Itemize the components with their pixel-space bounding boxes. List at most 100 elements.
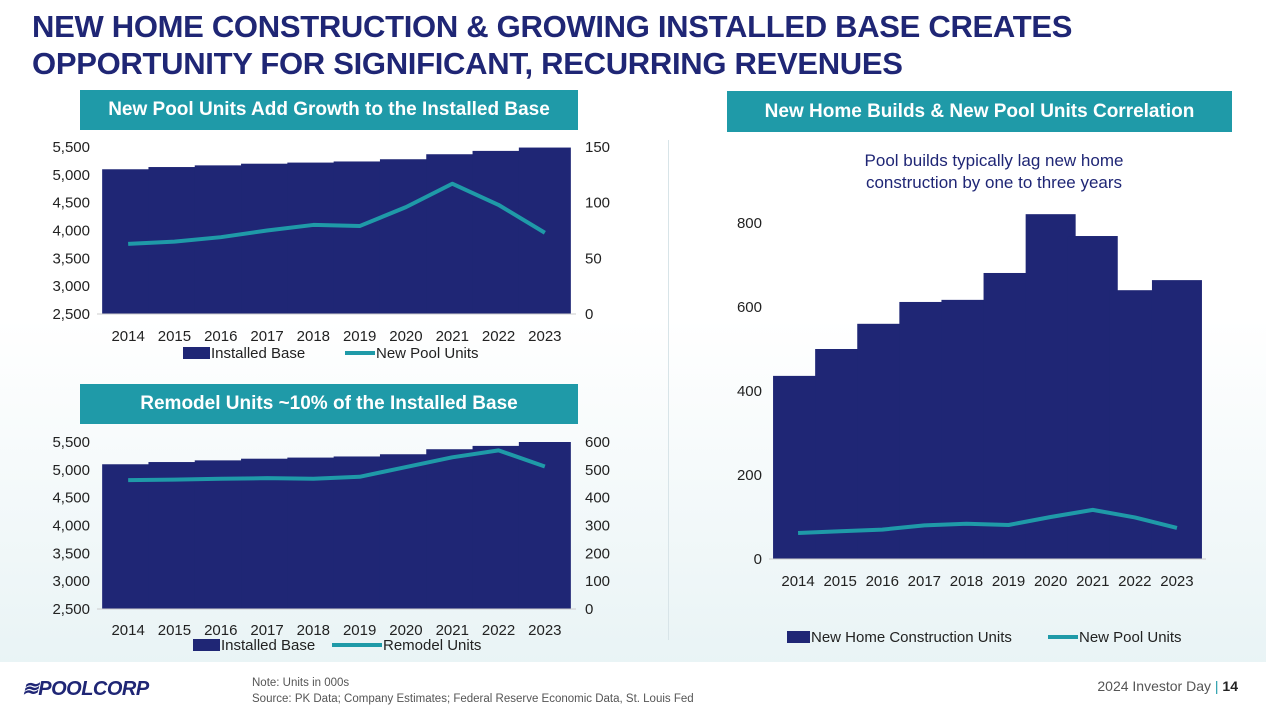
event-label: 2024 Investor Day xyxy=(1097,678,1211,694)
x-axis-label: 2021 xyxy=(1076,573,1109,590)
right-axis-tick: 400 xyxy=(585,490,610,507)
bar-2022 xyxy=(472,445,525,609)
left-axis-tick: 600 xyxy=(737,299,762,316)
logo-wave-icon: ≋ xyxy=(22,678,39,700)
x-axis-label: 2020 xyxy=(1034,573,1067,590)
left-axis-tick: 400 xyxy=(737,383,762,400)
x-axis-label: 2014 xyxy=(781,573,814,590)
page-title-line2: OPPORTUNITY FOR SIGNIFICANT, RECURRING R… xyxy=(32,46,903,81)
x-axis-label: 2020 xyxy=(389,328,422,345)
x-axis-label: 2017 xyxy=(250,622,283,639)
line-new-pool-units xyxy=(797,507,1178,535)
x-axis-label: 2021 xyxy=(436,328,469,345)
bar-2018 xyxy=(287,457,340,609)
x-axis-label: 2023 xyxy=(1160,573,1193,590)
right-axis-tick: 300 xyxy=(585,518,610,535)
x-axis-label: 2020 xyxy=(389,622,422,639)
legend-bar-label: Installed Base xyxy=(211,345,305,362)
subtitle-line2: construction by one to three years xyxy=(865,173,1123,192)
left-axis-tick: 5,000 xyxy=(52,167,90,184)
bar-2018 xyxy=(287,162,340,314)
right-axis-tick: 200 xyxy=(585,545,610,562)
left-axis-tick: 2,500 xyxy=(52,601,90,618)
page-footer-right: 2024 Investor Day | 14 xyxy=(1097,678,1238,694)
left-axis-tick: 3,000 xyxy=(52,573,90,590)
right-axis-tick: 100 xyxy=(585,195,610,212)
x-axis-label: 2021 xyxy=(436,622,469,639)
left-axis-tick: 0 xyxy=(754,551,762,568)
bar-2022 xyxy=(472,150,525,314)
right-axis-tick: 100 xyxy=(585,573,610,590)
left-axis-tick: 4,500 xyxy=(52,490,90,507)
bar-2021 xyxy=(1067,236,1118,559)
x-axis-label: 2017 xyxy=(908,573,941,590)
legend-bar-swatch xyxy=(183,347,210,359)
page-title: NEW HOME CONSTRUCTION & GROWING INSTALLE… xyxy=(32,8,1072,82)
footnote: Note: Units in 000s Source: PK Data; Com… xyxy=(252,675,694,707)
bar-2017 xyxy=(241,458,294,609)
bar-2016 xyxy=(194,460,247,609)
x-axis-label: 2019 xyxy=(992,573,1025,590)
x-axis-label: 2019 xyxy=(343,328,376,345)
page-number: 14 xyxy=(1222,678,1238,694)
source-text: Source: PK Data; Company Estimates; Fede… xyxy=(252,693,694,705)
x-axis-label: 2018 xyxy=(950,573,983,590)
legend-bar-swatch xyxy=(193,639,220,651)
left-axis-tick: 5,500 xyxy=(52,139,90,156)
bar-2019 xyxy=(333,161,386,314)
x-axis-label: 2018 xyxy=(297,328,330,345)
legend-bar-label: Installed Base xyxy=(221,637,315,654)
right-axis-tick: 0 xyxy=(585,601,593,618)
x-axis-label: 2022 xyxy=(1118,573,1151,590)
x-axis-label: 2022 xyxy=(482,622,515,639)
bar-2017 xyxy=(899,301,950,559)
page-title-line1: NEW HOME CONSTRUCTION & GROWING INSTALLE… xyxy=(32,9,1073,44)
bar-2020 xyxy=(379,159,432,314)
bar-2014 xyxy=(773,375,824,559)
x-axis-label: 2016 xyxy=(866,573,899,590)
chart3-subtitle: Pool builds typically lag new home const… xyxy=(780,150,1208,194)
left-axis-tick: 3,500 xyxy=(52,250,90,267)
bar-2019 xyxy=(983,272,1034,559)
x-axis-label: 2016 xyxy=(204,328,237,345)
x-axis-label: 2023 xyxy=(528,622,561,639)
x-axis-label: 2017 xyxy=(250,328,283,345)
bar-2020 xyxy=(1025,214,1076,559)
bar-2019 xyxy=(333,456,386,609)
bar-2020 xyxy=(379,454,432,609)
right-axis-tick: 0 xyxy=(585,306,593,323)
x-axis-label: 2014 xyxy=(111,328,144,345)
left-axis-tick: 3,500 xyxy=(52,545,90,562)
x-axis-label: 2015 xyxy=(823,573,856,590)
right-axis-tick: 150 xyxy=(585,139,610,156)
left-axis-tick: 3,000 xyxy=(52,278,90,295)
bar-2018 xyxy=(941,299,992,559)
footer xyxy=(0,662,1266,709)
logo-text: POOLCORP xyxy=(38,678,149,700)
left-axis-tick: 4,000 xyxy=(52,223,90,240)
legend-line-label: New Pool Units xyxy=(376,345,479,362)
legend-bar-swatch xyxy=(787,631,810,643)
bar-2021 xyxy=(426,154,479,314)
chart3-header: New Home Builds & New Pool Units Correla… xyxy=(727,91,1232,132)
right-axis-tick: 500 xyxy=(585,462,610,479)
poolcorp-logo: ≋POOLCORP xyxy=(22,676,149,701)
note-text: Note: Units in 000s xyxy=(252,677,350,689)
separator: | xyxy=(1214,678,1219,694)
left-axis-tick: 4,500 xyxy=(52,195,90,212)
legend-line-label: Remodel Units xyxy=(383,637,481,654)
chart2-header: Remodel Units ~10% of the Installed Base xyxy=(80,384,578,424)
x-axis-label: 2023 xyxy=(528,328,561,345)
right-axis-tick: 600 xyxy=(585,434,610,451)
left-axis-tick: 5,500 xyxy=(52,434,90,451)
legend-line-label: New Pool Units xyxy=(1079,629,1182,646)
right-axis-tick: 50 xyxy=(585,250,602,267)
left-axis-tick: 5,000 xyxy=(52,462,90,479)
bar-2015 xyxy=(148,462,201,609)
bar-2015 xyxy=(815,349,866,559)
legend-bar-label: New Home Construction Units xyxy=(811,629,1012,646)
x-axis-label: 2018 xyxy=(297,622,330,639)
chart1-header: New Pool Units Add Growth to the Install… xyxy=(80,90,578,130)
left-axis-tick: 4,000 xyxy=(52,518,90,535)
